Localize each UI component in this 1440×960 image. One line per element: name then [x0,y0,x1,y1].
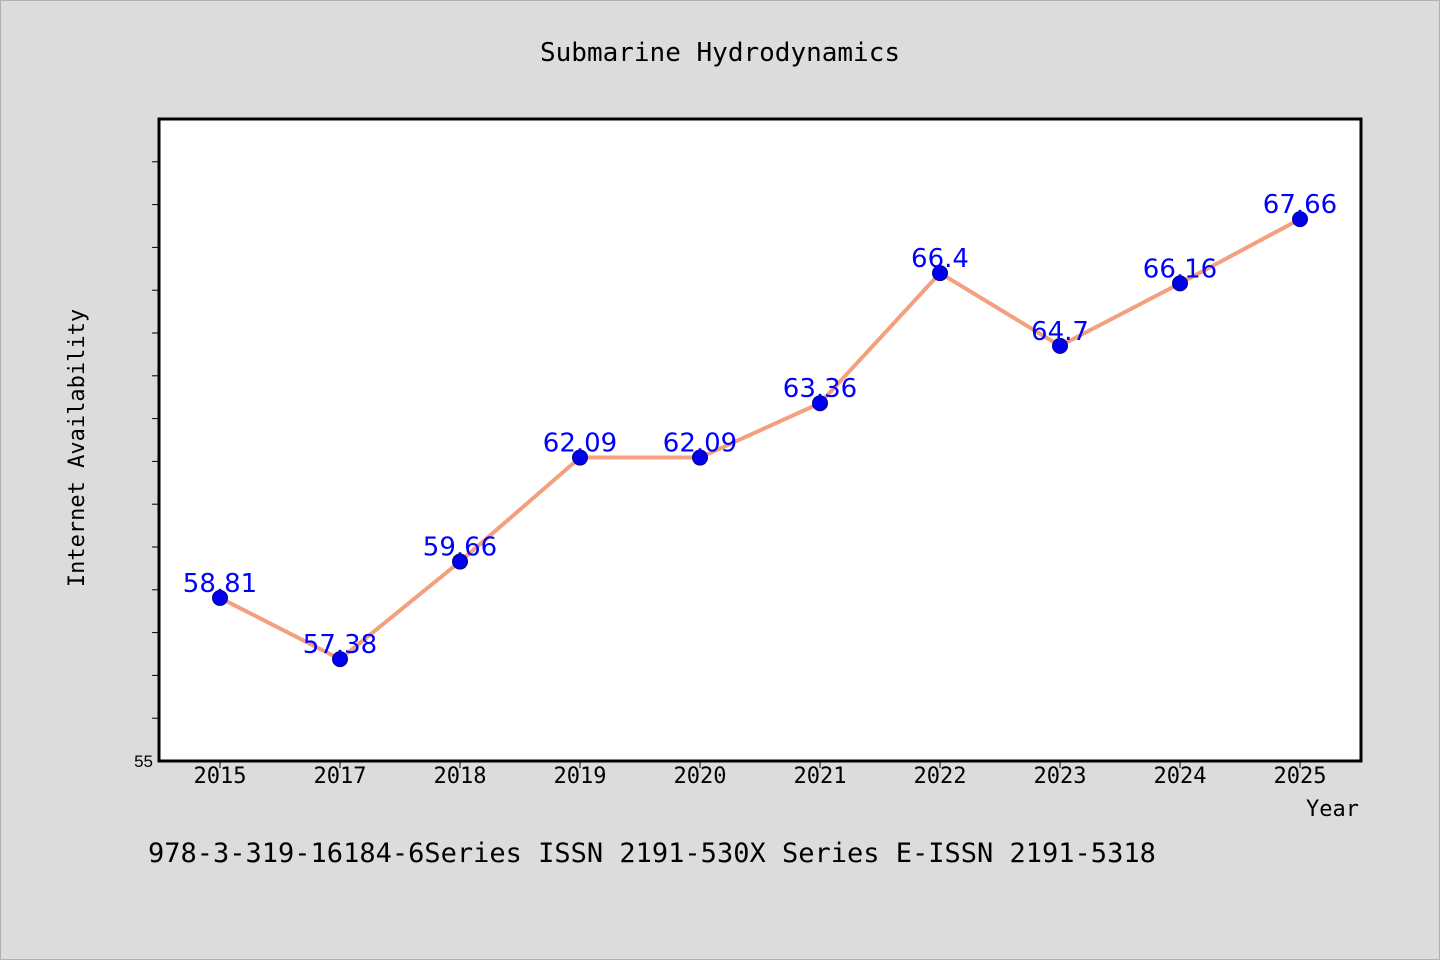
series-line [219,217,1301,662]
footer-identifier: 978-3-319-16184-6Series ISSN 2191-530X S… [148,838,1156,869]
x-axis-ticks: 2015 2017 2018 2019 2020 2021 2022 2023 2024 2025 [194,761,1327,789]
data-label: 62.09 [663,429,737,459]
data-point [212,589,228,606]
data-label: 57.38 [303,630,377,660]
x-tick-label: 2017 [314,764,367,789]
data-series: 58.81 57.38 59.66 62.09 62.09 63.36 66.4 64.7 66… [183,190,1337,668]
x-tick-label: 2020 [674,764,727,789]
x-tick-label: 2025 [1274,764,1327,789]
y-axis-ticks: 55 [134,161,159,771]
data-label: 64.7 [1031,317,1089,347]
data-point [812,395,828,412]
data-label: 58.81 [183,569,257,599]
data-label: 67.66 [1263,190,1337,220]
data-point [452,553,468,570]
chart-title: Submarine Hydrodynamics [540,38,900,68]
x-tick-label: 2021 [794,764,847,789]
y-tick-label: 55 [134,752,153,771]
data-point [572,449,588,466]
x-axis-label: Year [1306,797,1359,822]
data-point [1172,275,1188,292]
data-point [1052,337,1068,354]
data-label: 62.09 [543,429,617,459]
data-point [1292,211,1308,228]
data-point [332,651,348,668]
data-point [932,265,948,282]
x-tick-label: 2023 [1034,764,1087,789]
plot-area [157,117,1363,763]
data-point [692,449,708,466]
x-tick-label: 2019 [554,764,607,789]
x-tick-label: 2022 [914,764,967,789]
data-label: 66.4 [911,244,969,274]
x-tick-label: 2024 [1154,764,1207,789]
data-label: 59.66 [423,533,497,563]
y-axis-label: Internet Availability [65,309,90,587]
x-tick-label: 2018 [434,764,487,789]
data-label: 63.36 [783,374,857,404]
x-tick-label: 2015 [194,764,247,789]
data-label: 66.16 [1143,254,1217,284]
